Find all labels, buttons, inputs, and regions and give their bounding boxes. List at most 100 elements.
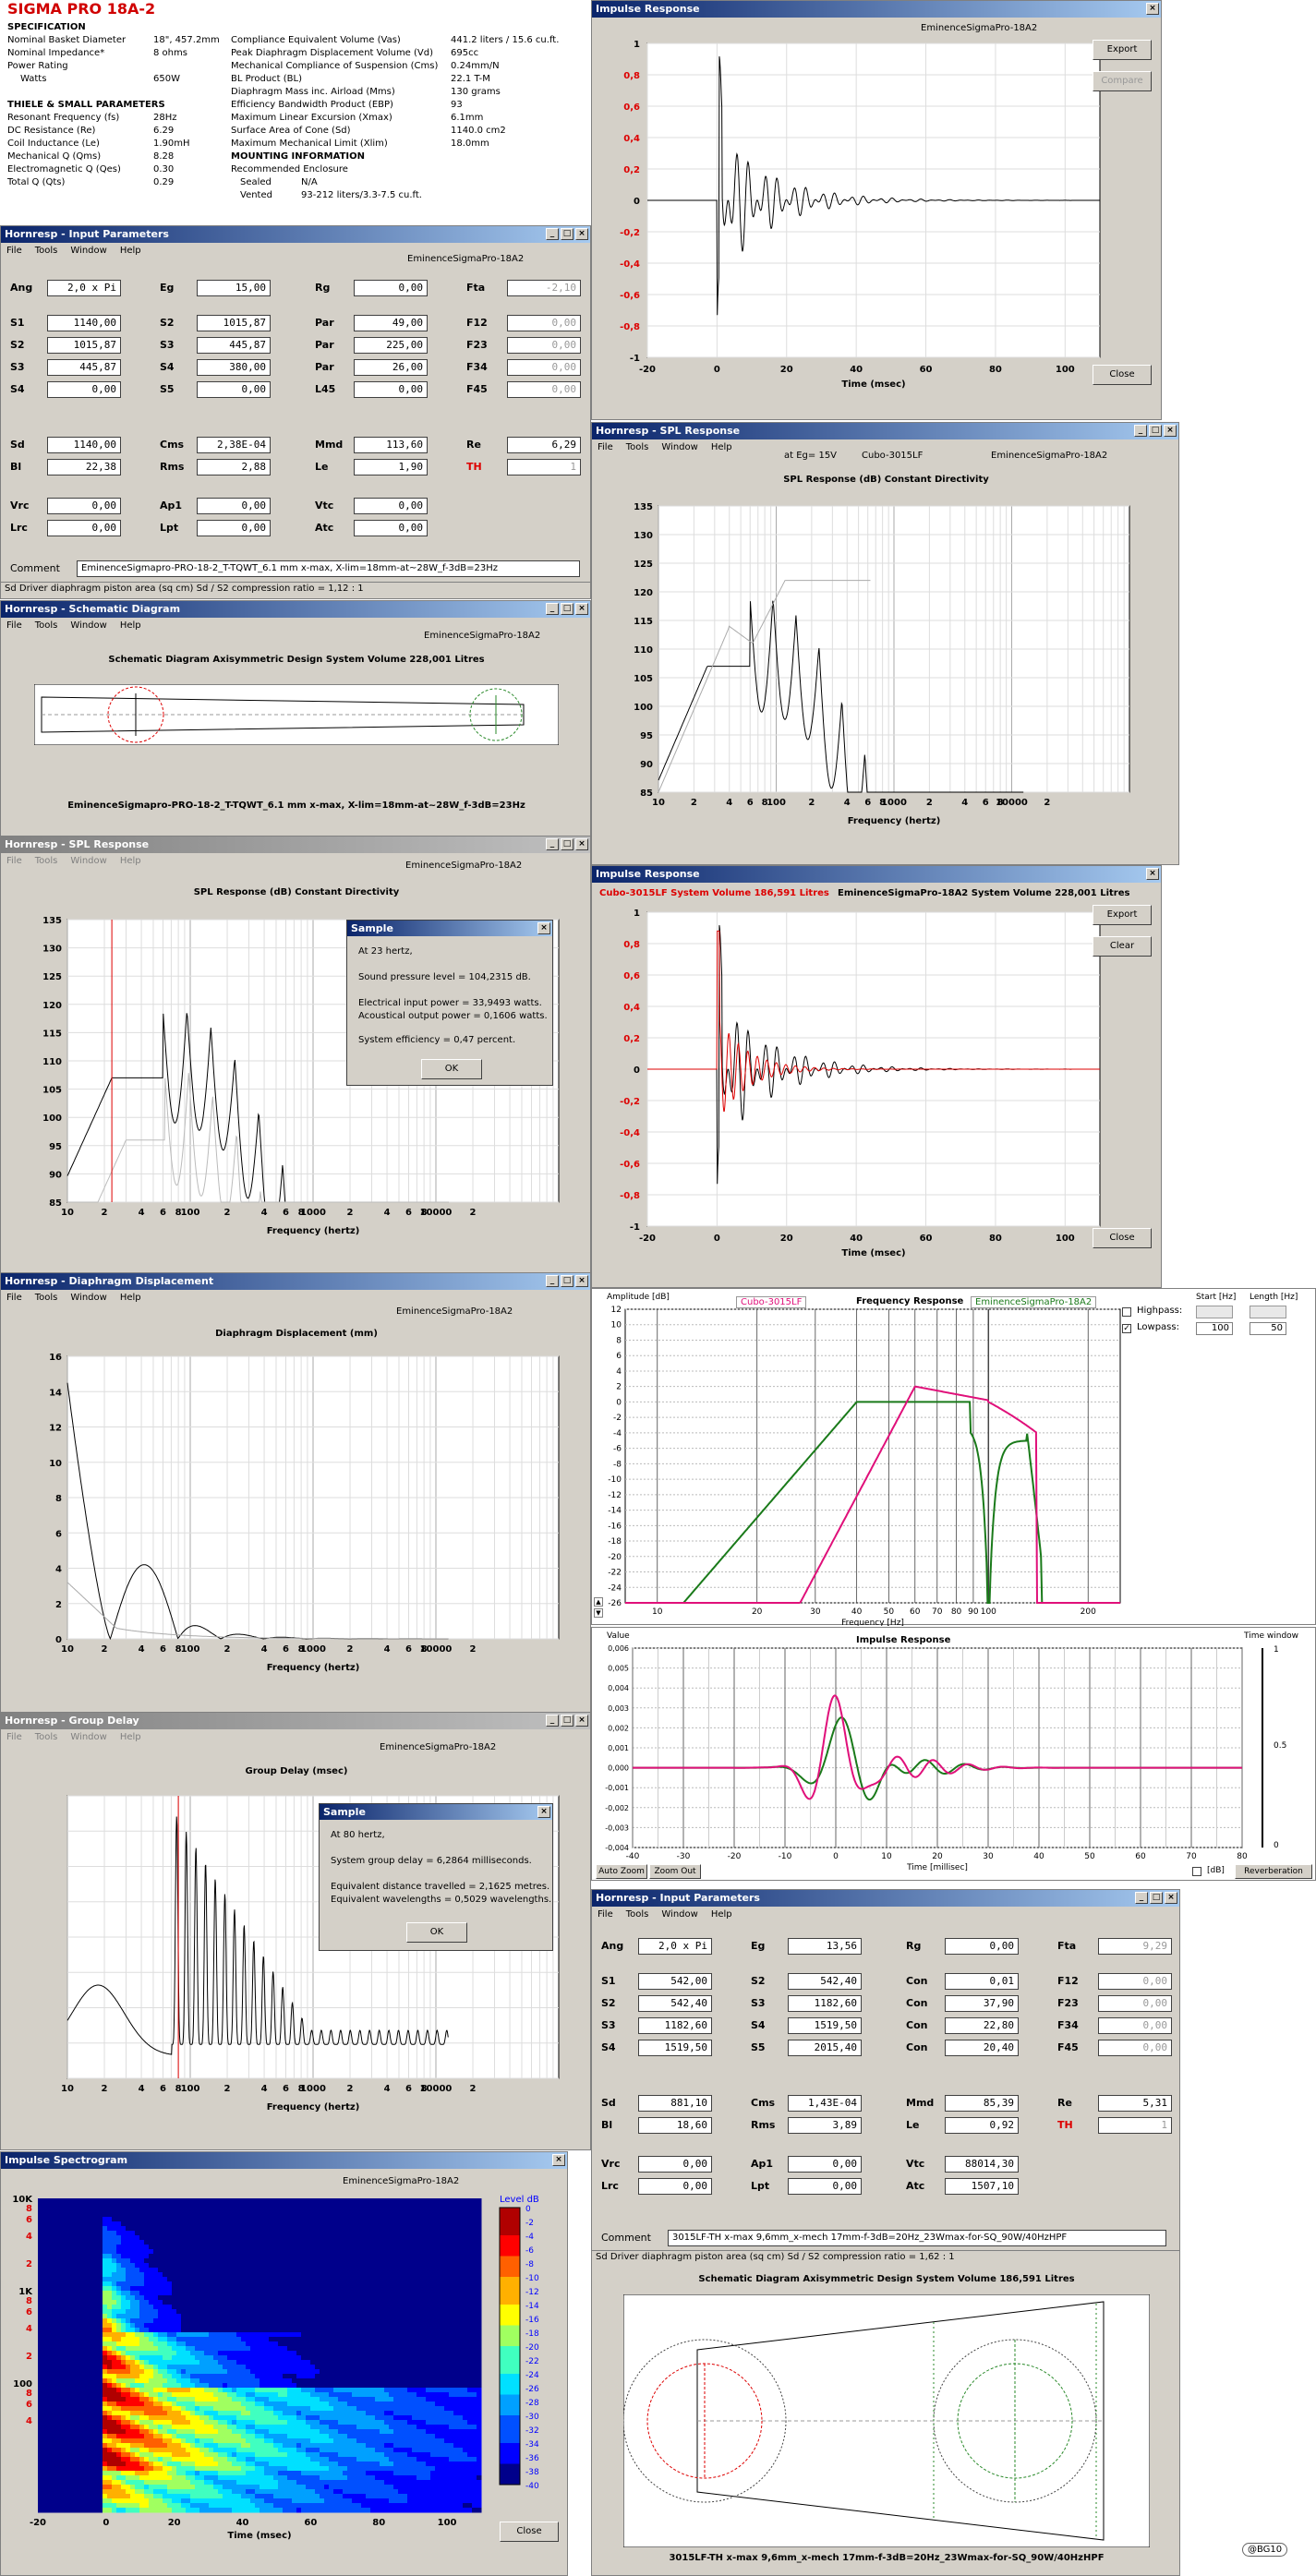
param-field[interactable]: -2,10: [507, 280, 581, 296]
menu-window[interactable]: Window: [70, 246, 107, 256]
sample-dialog-spl[interactable]: Sample × At 23 hertz, Sound pressure leve…: [346, 920, 553, 1086]
menu-tools[interactable]: Tools: [34, 1732, 58, 1742]
menu-window[interactable]: Window: [70, 620, 107, 631]
maximize-button[interactable]: □: [561, 228, 573, 240]
menu-file[interactable]: File: [6, 620, 22, 631]
param-field[interactable]: 0,00: [507, 315, 581, 331]
close-button[interactable]: ×: [552, 2154, 565, 2166]
spectrogram-cell: [181, 2295, 187, 2301]
param-field[interactable]: 445,87: [197, 337, 271, 354]
menu-help[interactable]: Help: [119, 856, 141, 866]
menu-tools[interactable]: Tools: [34, 1293, 58, 1303]
param-field[interactable]: 0,00: [197, 381, 271, 398]
param-field[interactable]: 0,00: [197, 498, 271, 514]
ok-button[interactable]: OK: [421, 1059, 482, 1079]
dialog-title-bar[interactable]: Sample ×: [347, 921, 552, 936]
close-button[interactable]: ×: [575, 603, 588, 615]
param-field[interactable]: 445,87: [47, 359, 121, 376]
maximize-button[interactable]: □: [561, 1275, 573, 1287]
spectrogram-cell: [329, 2365, 334, 2370]
close-button[interactable]: ×: [537, 922, 550, 934]
maximize-button[interactable]: □: [561, 838, 573, 850]
menu-file[interactable]: File: [6, 856, 22, 866]
title-bar[interactable]: Hornresp - Schematic Diagram _ □ ×: [1, 601, 590, 618]
param-field[interactable]: 1,90: [354, 459, 428, 475]
menu-file[interactable]: File: [6, 246, 22, 256]
param-field[interactable]: 1015,87: [47, 337, 121, 354]
param-field[interactable]: 0,00: [507, 381, 581, 398]
param-field[interactable]: 15,00: [197, 280, 271, 296]
param-field[interactable]: 0,00: [47, 498, 121, 514]
title-bar[interactable]: Hornresp - Input Parameters _ □ ×: [1, 226, 590, 243]
comment-field[interactable]: EminenceSigmapro-PRO-18-2_T-TQWT_6.1 mm …: [77, 560, 580, 577]
param-field[interactable]: 26,00: [354, 359, 428, 376]
menu-tools[interactable]: Tools: [34, 856, 58, 866]
menu-window[interactable]: Window: [70, 856, 107, 866]
close-button[interactable]: ×: [575, 228, 588, 240]
param-field[interactable]: 2,88: [197, 459, 271, 475]
param-field[interactable]: 0,00: [47, 520, 121, 536]
sample-dialog-group-delay[interactable]: Sample × At 80 hertz, System group delay …: [319, 1803, 553, 1951]
title-bar[interactable]: Hornresp - Group Delay _ □ ×: [1, 1713, 590, 1729]
spl-response-window-1[interactable]: Hornresp - SPL Response _ □ × File Tools Win…: [0, 836, 591, 1274]
title-bar[interactable]: Hornresp - SPL Response _ □ ×: [1, 837, 590, 853]
ok-button[interactable]: OK: [406, 1922, 467, 1943]
param-field[interactable]: 1015,87: [197, 315, 271, 331]
param-field[interactable]: 1140,00: [47, 437, 121, 453]
minimize-button[interactable]: _: [546, 1715, 559, 1727]
param-field[interactable]: 0,00: [354, 381, 428, 398]
close-button[interactable]: ×: [575, 838, 588, 850]
param-field[interactable]: 0,00: [507, 359, 581, 376]
menu-help[interactable]: Help: [119, 246, 141, 256]
param-field[interactable]: 0,00: [354, 498, 428, 514]
close-button[interactable]: ×: [575, 1715, 588, 1727]
minimize-button[interactable]: _: [546, 1275, 559, 1287]
schematic-window-1[interactable]: Hornresp - Schematic Diagram _ □ × File Too…: [0, 600, 591, 840]
minimize-button[interactable]: _: [546, 838, 559, 850]
spectrogram-cell: [278, 2392, 284, 2398]
param-field[interactable]: 6,29: [507, 437, 581, 453]
maximize-button[interactable]: □: [561, 1715, 573, 1727]
maximize-button[interactable]: □: [561, 603, 573, 615]
param-field[interactable]: 0,00: [354, 520, 428, 536]
param-field[interactable]: 0,00: [47, 381, 121, 398]
param-field[interactable]: 22,38: [47, 459, 121, 475]
menu-tools[interactable]: Tools: [34, 246, 58, 256]
param-field[interactable]: 49,00: [354, 315, 428, 331]
spectrogram-cell: [260, 2226, 265, 2232]
spectrogram-cell: [264, 2249, 270, 2255]
spectrogram-cell: [42, 2268, 48, 2273]
param-field[interactable]: 0,00: [197, 520, 271, 536]
param-field[interactable]: 1140,00: [47, 315, 121, 331]
spectrogram-cell: [296, 2346, 302, 2352]
title-bar[interactable]: Impulse Spectrogram ×: [1, 2152, 567, 2169]
param-field[interactable]: 2,0 x Pi: [47, 280, 121, 296]
group-delay-window[interactable]: Hornresp - Group Delay _ □ × File Tools Wind…: [0, 1712, 591, 2150]
menu-file[interactable]: File: [6, 1732, 22, 1742]
spectrogram-cell: [126, 2503, 131, 2509]
param-field[interactable]: 225,00: [354, 337, 428, 354]
spectrogram-window[interactable]: Impulse Spectrogram × EminenceSigmaPro-18…: [0, 2151, 568, 2576]
menu-window[interactable]: Window: [70, 1732, 107, 1742]
dialog-title-bar[interactable]: Sample ×: [320, 1804, 552, 1820]
close-button[interactable]: ×: [537, 1806, 550, 1818]
title-bar[interactable]: Hornresp - Diaphragm Displacement _ □ ×: [1, 1273, 590, 1290]
menu-tools[interactable]: Tools: [34, 620, 58, 631]
menu-file[interactable]: File: [6, 1293, 22, 1303]
close-button[interactable]: ×: [575, 1275, 588, 1287]
menu-help[interactable]: Help: [119, 620, 141, 631]
displacement-window[interactable]: Hornresp - Diaphragm Displacement _ □ × Fi…: [0, 1272, 591, 1714]
param-field[interactable]: 113,60: [354, 437, 428, 453]
menu-help[interactable]: Help: [119, 1293, 141, 1303]
minimize-button[interactable]: _: [546, 228, 559, 240]
input-parameters-window-1[interactable]: Hornresp - Input Parameters _ □ × File Tool…: [0, 225, 591, 599]
menu-help[interactable]: Help: [119, 1732, 141, 1742]
param-field[interactable]: 380,00: [197, 359, 271, 376]
param-field[interactable]: 0,00: [354, 280, 428, 296]
spectrogram-cell: [250, 2471, 256, 2476]
param-field[interactable]: 1: [507, 459, 581, 475]
menu-window[interactable]: Window: [70, 1293, 107, 1303]
minimize-button[interactable]: _: [546, 603, 559, 615]
param-field[interactable]: 0,00: [507, 337, 581, 354]
param-field[interactable]: 2,38E-04: [197, 437, 271, 453]
